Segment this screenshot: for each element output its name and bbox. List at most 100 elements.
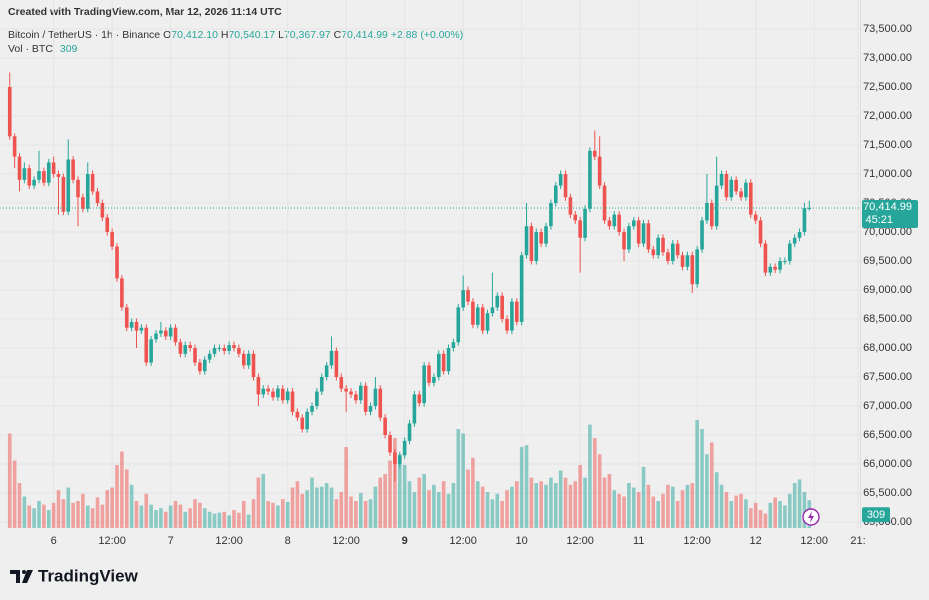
candle-body: [724, 174, 729, 198]
volume-bar: [466, 469, 470, 528]
volume-bar: [568, 484, 573, 528]
candle-body: [607, 220, 612, 227]
candle-body: [61, 176, 66, 212]
volume-bar: [524, 445, 529, 528]
candle-body: [666, 252, 670, 262]
brand-name: TradingView: [38, 566, 139, 585]
volume-bar: [583, 477, 587, 528]
volume-bar: [178, 504, 183, 528]
volume-bar: [159, 508, 163, 528]
volume-bar: [115, 465, 119, 528]
candle-body: [739, 191, 743, 198]
volume-bar: [690, 483, 695, 528]
candle-body: [480, 307, 485, 331]
candle-body: [100, 203, 105, 218]
candle-body: [641, 223, 646, 244]
volume-bar: [651, 496, 656, 528]
volume-bar: [42, 504, 46, 528]
volume-bar: [188, 508, 192, 528]
volume-bar: [675, 501, 680, 528]
candle-body: [495, 295, 500, 308]
volume-bar: [695, 420, 699, 528]
candle-body: [315, 391, 319, 407]
volume-bar: [773, 497, 777, 528]
volume-bar: [344, 447, 348, 528]
volume-bar: [748, 508, 753, 528]
candle-body: [534, 232, 539, 262]
volume-bar: [32, 508, 36, 528]
candle-body: [105, 217, 110, 233]
candle-body: [656, 237, 660, 256]
candle-body: [563, 174, 568, 198]
candle-body: [51, 162, 56, 175]
candle-body: [154, 333, 158, 340]
candle-body: [729, 179, 734, 198]
candle-body: [744, 182, 748, 198]
candle-body: [705, 203, 709, 221]
candle-body: [568, 197, 573, 215]
candle-body: [510, 301, 514, 331]
countdown: 45:21: [865, 214, 893, 226]
volume-bar: [588, 424, 592, 528]
volume-bar: [354, 501, 358, 528]
volume-bar: [792, 483, 797, 528]
volume-bar: [280, 499, 285, 528]
candle-body: [553, 185, 558, 204]
change: +2.88 (+0.00%): [390, 29, 464, 41]
volume-bar: [768, 502, 773, 528]
volume-bar: [168, 505, 173, 528]
y-tick-label: 70,000.00: [863, 226, 912, 238]
candle-body: [115, 246, 119, 279]
candle-body: [120, 278, 124, 308]
x-tick-label: 8: [285, 535, 291, 547]
volume-bar: [402, 465, 407, 528]
volume-bar: [802, 492, 807, 528]
candle-body: [222, 348, 227, 351]
volume-bar: [407, 481, 412, 528]
volume-bar: [363, 501, 368, 528]
volume-bar: [7, 433, 12, 528]
candle-body: [441, 353, 446, 372]
candle-body: [514, 301, 519, 322]
volume-bar: [719, 484, 724, 528]
volume-bar: [753, 502, 758, 528]
created-note: Created with TradingView.com, Mar 12, 20…: [8, 6, 282, 18]
candle-body: [266, 388, 270, 392]
candle-body: [383, 417, 387, 436]
volume-bar: [500, 501, 504, 528]
volume-bar: [787, 493, 792, 528]
volume-bar: [397, 454, 402, 528]
candle-body: [680, 255, 685, 267]
volume-bar: [763, 513, 768, 528]
candle-body: [627, 226, 631, 250]
candle-body: [90, 174, 95, 192]
volume-bar: [597, 454, 602, 528]
volume-bar: [310, 477, 314, 528]
volume-bar: [163, 511, 168, 528]
candle-body: [378, 388, 383, 418]
candle-body: [753, 214, 758, 221]
candle-body: [232, 345, 236, 349]
volume-bar: [251, 499, 256, 528]
candle-body: [22, 168, 27, 180]
volume-bar: [334, 499, 339, 528]
volume-bar: [139, 505, 144, 528]
volume-bar: [510, 486, 514, 528]
candle-body: [592, 150, 597, 157]
candle-body: [363, 385, 368, 412]
candle-body: [354, 394, 358, 401]
candle-body: [475, 307, 480, 325]
volume-bar: [56, 490, 61, 528]
x-tick-label: 10: [516, 535, 528, 547]
candle-body: [198, 362, 202, 372]
candle-body: [734, 179, 738, 192]
candle-body: [622, 232, 626, 250]
volume-bar: [46, 510, 51, 528]
volume-bar: [631, 487, 636, 528]
volume-bar: [578, 465, 582, 528]
volume-bar: [324, 483, 329, 528]
volume-bar: [76, 501, 80, 528]
candle-body: [261, 388, 266, 395]
candle-body: [417, 394, 422, 404]
